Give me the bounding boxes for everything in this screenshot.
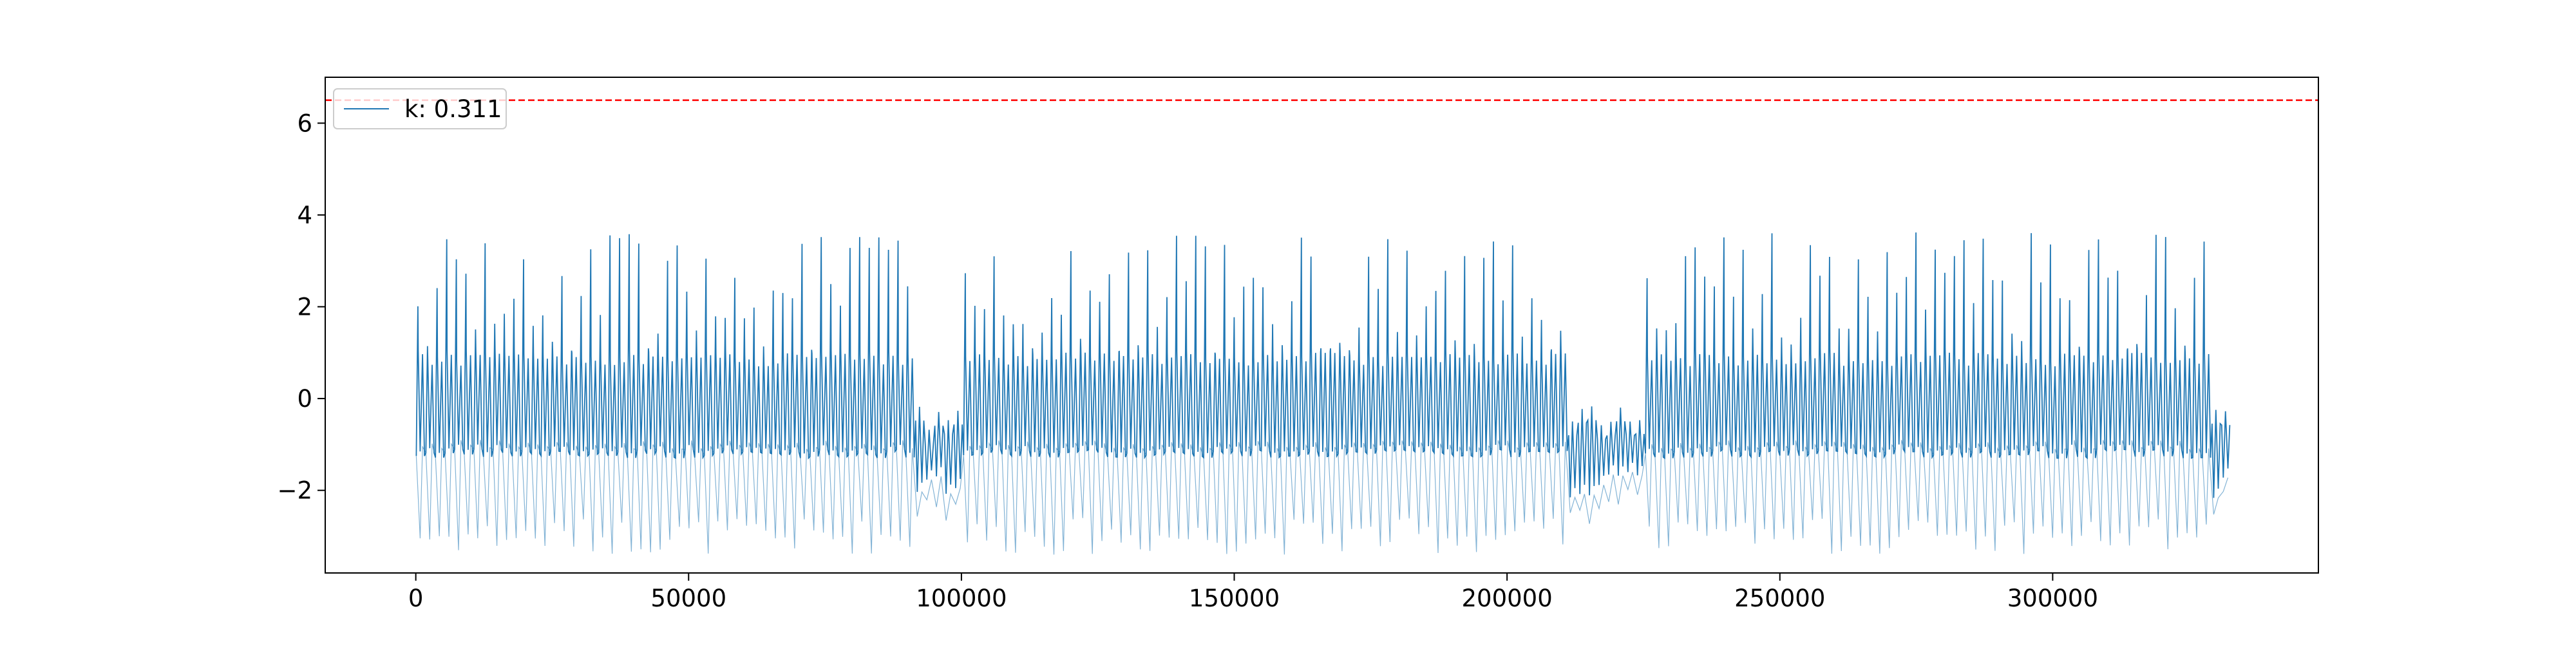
legend: k: 0.311 xyxy=(333,88,507,129)
y-tick-label: 2 xyxy=(297,293,312,321)
legend-box xyxy=(333,88,507,129)
series-line xyxy=(415,232,2231,498)
y-tick-label: 4 xyxy=(297,202,312,229)
x-tick-label: 150000 xyxy=(1189,585,1280,612)
x-tick-label: 300000 xyxy=(2007,585,2098,612)
legend-series-label: k: 0.311 xyxy=(404,95,502,123)
x-tick-label: 200000 xyxy=(1462,585,1553,612)
plot-area-frame xyxy=(325,77,2319,574)
x-tick-label: 0 xyxy=(408,585,424,612)
x-tick-label: 250000 xyxy=(1734,585,1825,612)
y-axis: −2 0 2 4 6 xyxy=(277,109,325,505)
x-tick-label: 50000 xyxy=(650,585,726,612)
y-tick-label: 0 xyxy=(297,385,312,413)
y-tick-label: 6 xyxy=(297,109,312,137)
x-tick-label: 100000 xyxy=(916,585,1007,612)
y-tick-label: −2 xyxy=(277,477,312,505)
x-axis: 0 50000 100000 150000 200000 250000 300000 xyxy=(408,573,2098,612)
series-layer xyxy=(415,232,2231,555)
series-line-lower-envelope xyxy=(415,440,2229,555)
